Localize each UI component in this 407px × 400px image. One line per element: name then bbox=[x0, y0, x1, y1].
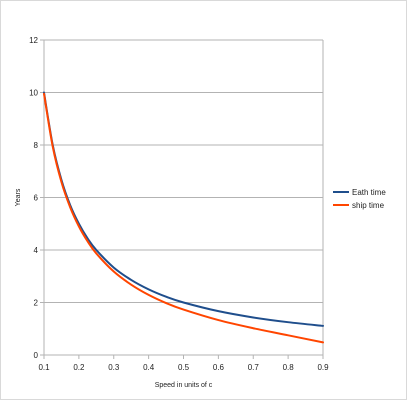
y-axis-title: Years bbox=[15, 188, 22, 206]
x-axis-title: Speed in units of c bbox=[155, 382, 213, 389]
x-tick-label-8: 0.9 bbox=[317, 363, 329, 372]
legend-label-0: Eath time bbox=[352, 188, 386, 197]
grid-lines bbox=[44, 39, 323, 303]
legend: Eath time ship time bbox=[333, 188, 386, 210]
y-tick-label-3: 6 bbox=[34, 194, 39, 203]
x-tick-label-5: 0.6 bbox=[213, 363, 225, 372]
y-tick-label-2: 4 bbox=[34, 246, 39, 255]
x-tick-label-6: 0.7 bbox=[248, 363, 260, 372]
tick-labels: 0 2 4 6 8 10 12 0.1 0.2 0.3 0.4 0.5 0.6 0.7 0.8 0.9 bbox=[29, 36, 329, 372]
chart-axes bbox=[40, 39, 324, 359]
legend-label-1: ship time bbox=[352, 201, 385, 210]
y-tick-label-5: 10 bbox=[29, 89, 38, 98]
x-tick-label-3: 0.4 bbox=[143, 363, 155, 372]
series-line-1 bbox=[43, 92, 324, 344]
y-tick-label-4: 8 bbox=[34, 141, 39, 150]
x-tick-label-0: 0.1 bbox=[38, 363, 50, 372]
x-tick-label-7: 0.8 bbox=[283, 363, 295, 372]
series-line-0 bbox=[43, 91, 324, 327]
x-tick-label-4: 0.5 bbox=[178, 363, 190, 372]
y-tick-label-6: 12 bbox=[29, 36, 38, 45]
x-tick-label-2: 0.3 bbox=[108, 363, 120, 372]
y-tick-label-0: 0 bbox=[34, 351, 39, 360]
y-tick-label-1: 2 bbox=[34, 299, 39, 308]
series-layer bbox=[43, 91, 324, 344]
x-tick-label-1: 0.2 bbox=[73, 363, 85, 372]
